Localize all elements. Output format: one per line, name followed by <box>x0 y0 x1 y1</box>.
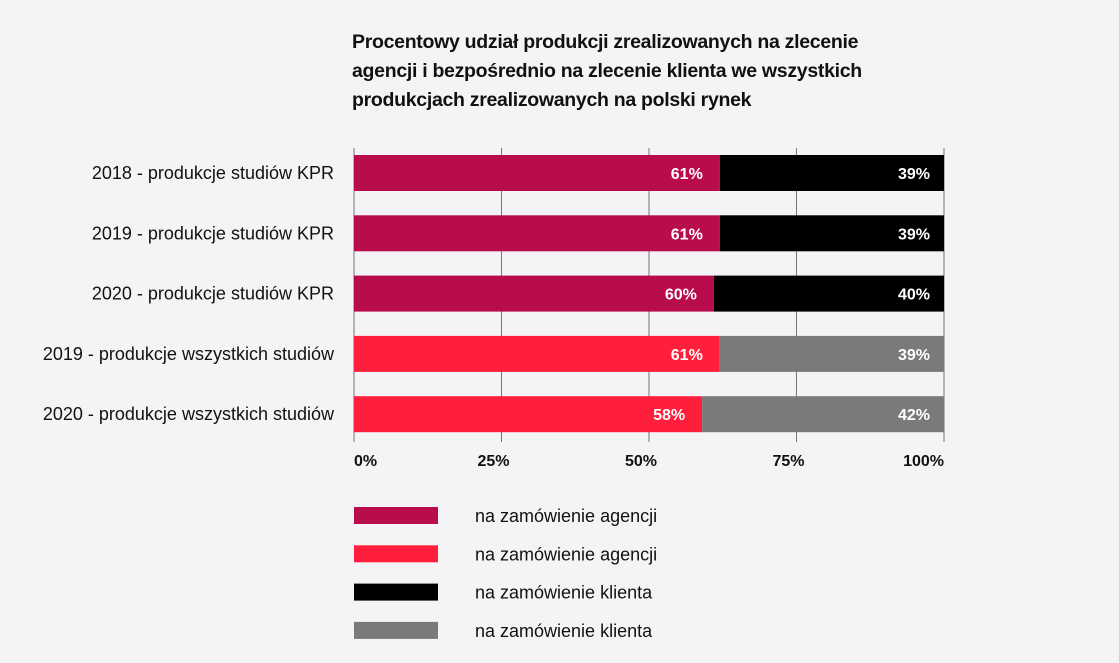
data-label-client: 39% <box>898 347 930 364</box>
data-label-client: 42% <box>898 407 930 424</box>
x-tick-label: 25% <box>477 453 509 470</box>
chart-title: Procentowy udział produkcji zrealizowany… <box>352 28 952 115</box>
data-label-client: 39% <box>898 226 930 243</box>
title-line: Procentowy udział produkcji zrealizowany… <box>352 31 859 53</box>
bar-client <box>719 215 944 252</box>
category-label: 2020 - produkcje wszystkich studiów <box>43 404 335 424</box>
category-label: 2019 - produkcje wszystkich studiów <box>43 344 335 364</box>
x-tick-label: 100% <box>903 453 944 470</box>
x-tick-label: 0% <box>354 453 377 470</box>
bar-client <box>719 335 944 372</box>
x-tick-label: 50% <box>625 453 657 470</box>
data-label-agency: 61% <box>671 226 703 243</box>
title-line: agencji i bezpośrednio na zlecenie klien… <box>352 60 862 82</box>
data-label-agency: 61% <box>671 166 703 183</box>
category-label: 2019 - produkcje studiów KPR <box>92 223 334 243</box>
legend-label: na zamówienie klienta <box>475 621 653 641</box>
bar-agency <box>354 155 720 191</box>
legend-swatch <box>354 621 438 639</box>
category-label: 2020 - produkcje studiów KPR <box>92 284 334 304</box>
bar-client <box>702 396 944 433</box>
bar-agency <box>354 275 714 312</box>
data-label-agency: 60% <box>665 287 697 304</box>
bar-agency <box>354 215 720 252</box>
title-line: produkcjach zrealizowanych na polski ryn… <box>352 89 752 111</box>
bar-agency <box>354 335 720 372</box>
category-label: 2018 - produkcje studiów KPR <box>92 163 334 183</box>
bar-client <box>713 275 944 312</box>
legend-label: na zamówienie agencji <box>475 506 657 526</box>
legend-swatch <box>354 545 438 563</box>
legend-label: na zamówienie klienta <box>475 583 653 603</box>
data-label-client: 40% <box>898 287 930 304</box>
legend-label: na zamówienie agencji <box>475 544 657 564</box>
data-label-agency: 58% <box>653 407 685 424</box>
data-label-agency: 61% <box>671 347 703 364</box>
bar-agency <box>354 396 703 433</box>
x-tick-label: 75% <box>772 453 804 470</box>
data-label-client: 39% <box>898 166 930 183</box>
legend-swatch <box>354 507 438 524</box>
bar-client <box>719 155 944 191</box>
legend-swatch <box>354 583 438 601</box>
